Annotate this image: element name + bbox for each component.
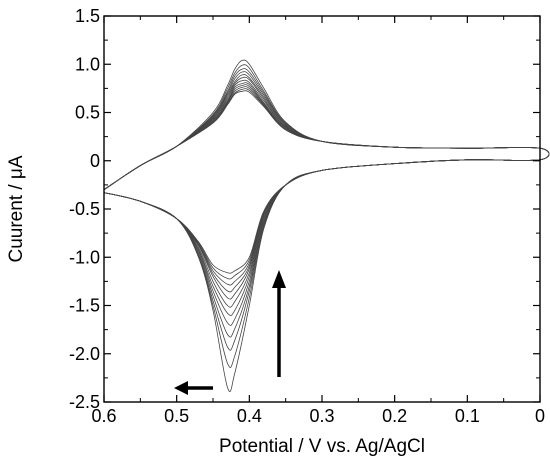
scan-direction-arrow-head [174,381,188,395]
y-tick-label: -2.5 [69,392,100,412]
x-tick-label: 0.6 [91,406,116,426]
y-tick-label: -2.0 [69,344,100,364]
cv-cycle-curve-12 [103,90,550,274]
x-tick-label: 0 [535,406,545,426]
cv-cycle-curve-2 [103,64,550,368]
x-tick-label: 0.3 [309,406,334,426]
cv-cycle-curve-1 [103,59,550,392]
y-tick-label: -1.5 [69,296,100,316]
y-tick-label: 0.5 [75,103,100,123]
x-tick-label: 0.1 [455,406,480,426]
cv-cycle-curve-8 [103,82,550,300]
y-tick-label: -1.0 [69,247,100,267]
cv-cycle-curve-5 [103,74,550,326]
curves-layer [103,59,550,392]
cv-cycle-curve-4 [103,71,550,338]
cv-cycle-curve-9 [103,84,550,293]
cycle-trend-arrow-head [272,270,286,288]
x-tick-label: 0.2 [382,406,407,426]
y-tick-label: 1.0 [75,54,100,74]
cv-cycle-curve-10 [103,86,550,286]
ticks-layer: 0.6 0.5 0.4 0.3 0.2 0.1 0 1.5 1.0 0.5 0 -0.5 -1.0 -1.… [69,6,545,426]
cv-cycle-curve-3 [103,68,550,351]
x-tick-label: 0.5 [164,406,189,426]
y-tick-label: 0 [90,151,100,171]
plot-frame [103,15,541,403]
x-axis-label: Potential / V vs. Ag/AgCl [219,436,425,457]
x-tick-label: 0.4 [237,406,262,426]
y-axis-label: Cuurent / μA [6,155,27,262]
y-tick-label: -0.5 [69,199,100,219]
y-tick-label: 1.5 [75,6,100,26]
cv-cycle-curve-11 [103,88,550,280]
cv-cycle-curve-7 [103,79,550,308]
annotations-layer [174,270,286,395]
cv-cycle-curve-6 [103,76,550,317]
